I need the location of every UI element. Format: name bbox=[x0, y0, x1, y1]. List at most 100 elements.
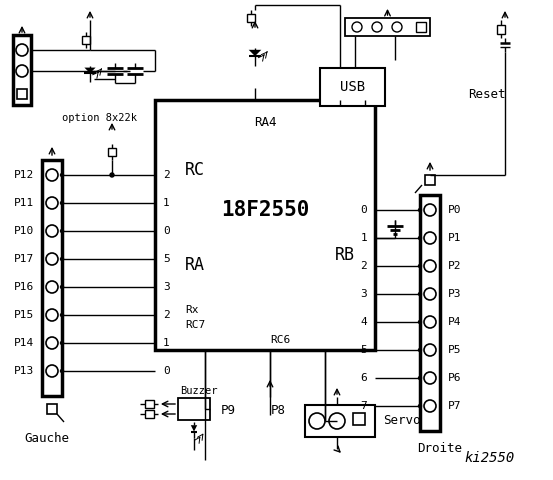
Bar bbox=[82, 36, 90, 44]
Text: RA: RA bbox=[185, 256, 205, 274]
Bar bbox=[17, 89, 27, 99]
Text: RB: RB bbox=[335, 246, 355, 264]
Text: P9: P9 bbox=[221, 404, 236, 417]
Text: 3: 3 bbox=[360, 289, 367, 299]
Circle shape bbox=[419, 292, 421, 296]
Circle shape bbox=[419, 264, 421, 267]
Bar bbox=[247, 14, 255, 22]
Text: Gauche: Gauche bbox=[24, 432, 70, 445]
Circle shape bbox=[46, 225, 58, 237]
Text: P2: P2 bbox=[448, 261, 462, 271]
Bar bbox=[416, 22, 426, 32]
Text: 0: 0 bbox=[163, 366, 170, 376]
Circle shape bbox=[392, 22, 402, 32]
Text: 7: 7 bbox=[360, 401, 367, 411]
Text: P17: P17 bbox=[14, 254, 34, 264]
Text: 4: 4 bbox=[360, 317, 367, 327]
Circle shape bbox=[46, 337, 58, 349]
Circle shape bbox=[16, 44, 28, 56]
Circle shape bbox=[372, 22, 382, 32]
Bar bbox=[353, 413, 365, 425]
Text: 6: 6 bbox=[360, 373, 367, 383]
Bar bbox=[155, 100, 375, 350]
Bar bbox=[42, 160, 62, 396]
Circle shape bbox=[16, 65, 28, 77]
Bar bbox=[320, 68, 385, 106]
Text: ki2550: ki2550 bbox=[465, 451, 515, 465]
Polygon shape bbox=[85, 68, 96, 73]
Text: option 8x22k: option 8x22k bbox=[62, 113, 138, 123]
Text: P0: P0 bbox=[448, 205, 462, 215]
Text: P14: P14 bbox=[14, 338, 34, 348]
Bar bbox=[425, 175, 435, 185]
Text: 3: 3 bbox=[163, 282, 170, 292]
Text: 2: 2 bbox=[360, 261, 367, 271]
Circle shape bbox=[329, 413, 345, 429]
Bar bbox=[178, 398, 210, 420]
Bar bbox=[144, 410, 154, 418]
Circle shape bbox=[419, 321, 421, 324]
Text: P12: P12 bbox=[14, 170, 34, 180]
Polygon shape bbox=[191, 425, 197, 432]
Circle shape bbox=[60, 257, 64, 261]
Bar bbox=[144, 400, 154, 408]
Circle shape bbox=[60, 313, 64, 316]
Text: P10: P10 bbox=[14, 226, 34, 236]
Text: 2: 2 bbox=[163, 170, 170, 180]
Circle shape bbox=[46, 309, 58, 321]
Circle shape bbox=[419, 405, 421, 408]
Text: 5: 5 bbox=[360, 345, 367, 355]
Text: P8: P8 bbox=[270, 404, 285, 417]
Circle shape bbox=[60, 173, 64, 177]
Bar bbox=[497, 24, 505, 34]
Circle shape bbox=[424, 232, 436, 244]
Circle shape bbox=[424, 400, 436, 412]
Text: P13: P13 bbox=[14, 366, 34, 376]
Circle shape bbox=[46, 197, 58, 209]
Bar bbox=[108, 148, 116, 156]
Text: P11: P11 bbox=[14, 198, 34, 208]
Circle shape bbox=[419, 348, 421, 351]
Circle shape bbox=[424, 372, 436, 384]
Circle shape bbox=[60, 202, 64, 204]
Text: 1: 1 bbox=[163, 198, 170, 208]
Circle shape bbox=[60, 229, 64, 232]
Circle shape bbox=[110, 173, 114, 177]
Circle shape bbox=[419, 208, 421, 212]
Text: RA4: RA4 bbox=[254, 116, 276, 129]
Circle shape bbox=[309, 413, 325, 429]
Circle shape bbox=[60, 286, 64, 288]
Text: 1: 1 bbox=[360, 233, 367, 243]
Text: Droite: Droite bbox=[418, 443, 462, 456]
Text: P6: P6 bbox=[448, 373, 462, 383]
Text: Reset: Reset bbox=[468, 88, 506, 101]
Bar bbox=[305, 405, 375, 437]
Text: RC: RC bbox=[185, 161, 205, 179]
Text: USB: USB bbox=[340, 80, 365, 94]
Text: 2: 2 bbox=[163, 310, 170, 320]
Text: P4: P4 bbox=[448, 317, 462, 327]
Text: 1: 1 bbox=[163, 338, 170, 348]
Circle shape bbox=[46, 253, 58, 265]
Circle shape bbox=[424, 260, 436, 272]
Circle shape bbox=[424, 344, 436, 356]
Circle shape bbox=[419, 237, 421, 240]
Bar bbox=[13, 35, 31, 105]
Text: Rx: Rx bbox=[185, 305, 199, 315]
Text: 0: 0 bbox=[360, 205, 367, 215]
Circle shape bbox=[46, 365, 58, 377]
Circle shape bbox=[352, 22, 362, 32]
Text: P7: P7 bbox=[448, 401, 462, 411]
Circle shape bbox=[424, 316, 436, 328]
Text: Servo: Servo bbox=[383, 415, 420, 428]
Polygon shape bbox=[249, 50, 262, 56]
Text: 0: 0 bbox=[163, 226, 170, 236]
Circle shape bbox=[60, 341, 64, 345]
Circle shape bbox=[46, 169, 58, 181]
Circle shape bbox=[419, 376, 421, 380]
Circle shape bbox=[424, 204, 436, 216]
Bar bbox=[47, 404, 57, 414]
Text: P15: P15 bbox=[14, 310, 34, 320]
Circle shape bbox=[46, 281, 58, 293]
Circle shape bbox=[60, 370, 64, 372]
